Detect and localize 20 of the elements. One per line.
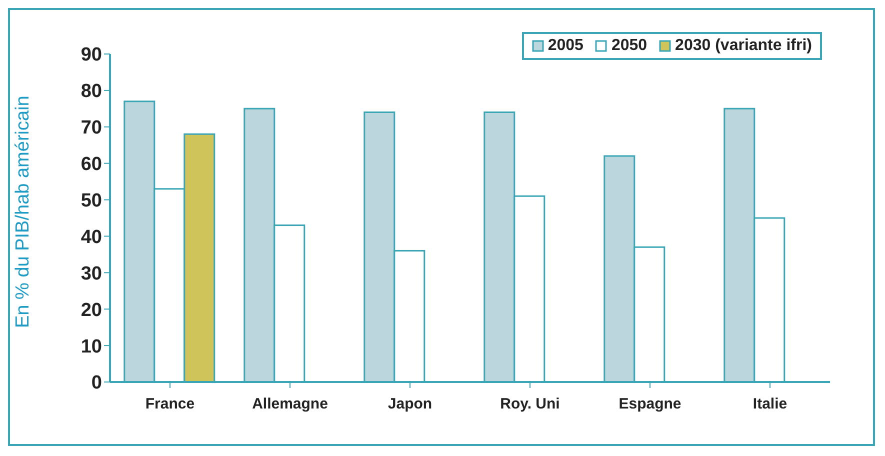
y-tick-label: 10	[80, 336, 102, 358]
legend-label: 2050	[611, 37, 648, 55]
y-tick-label: 90	[80, 44, 102, 66]
y-tick-label: 50	[80, 190, 102, 212]
y-tick-label: 80	[80, 81, 102, 102]
x-tick-label: Japon	[388, 396, 432, 413]
x-tick-label: France	[145, 396, 195, 413]
legend-label: 2005	[548, 37, 584, 55]
y-tick-label: 70	[80, 118, 102, 139]
x-tick-label: Italie	[752, 396, 788, 413]
y-tick-label: 30	[80, 263, 102, 284]
x-tick-label: Allemagne	[252, 396, 328, 413]
y-tick-label: 60	[80, 154, 102, 176]
y-tick-label: 40	[80, 226, 102, 248]
y-tick-label: 0	[91, 372, 102, 394]
y-axis-title: En % du PIB/hab américain	[12, 96, 34, 328]
x-tick-label: Espagne	[618, 396, 682, 413]
legend-label: 2030 (variante ifri)	[675, 37, 812, 55]
x-tick-label: Roy. Uni	[500, 396, 560, 413]
y-tick-label: 20	[80, 300, 102, 321]
